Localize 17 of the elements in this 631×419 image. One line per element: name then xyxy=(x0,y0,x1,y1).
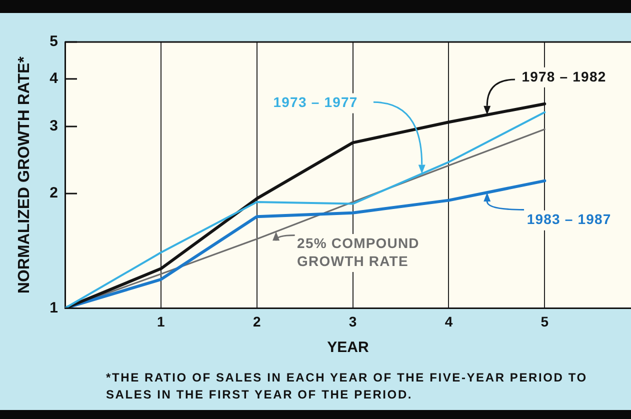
text: *THE RATIO OF SALES IN EACH YEAR OF THE FIVE-YEAR PERIOD TO SALES IN THE FIRST YEAR OF THE PERIOD. xyxy=(106,370,588,402)
x-tick-label: 2 xyxy=(252,313,261,330)
x-tick-label: 5 xyxy=(540,313,549,330)
x-tick-label: 4 xyxy=(444,313,453,330)
x-tick-label: 1 xyxy=(157,313,166,330)
series-label: 1978 – 1982 xyxy=(522,68,606,84)
y-tick-label: 3 xyxy=(50,118,58,135)
y-tick-label: 4 xyxy=(50,70,59,88)
legend-label: 25% COMPOUND GROWTH RATE xyxy=(297,234,420,269)
series-label: 1983 – 1987 xyxy=(526,211,612,228)
x-axis-title: YEAR xyxy=(327,339,369,356)
y-tick-label: 5 xyxy=(50,33,58,50)
text: 1973 – 1977 xyxy=(273,94,358,110)
y-axis-title: NORMALIZED GROWTH RATE* xyxy=(16,56,34,294)
y-tick-label: 2 xyxy=(50,184,58,202)
x-tick-label: 3 xyxy=(348,313,357,330)
y-tick-label: 1 xyxy=(50,299,58,316)
